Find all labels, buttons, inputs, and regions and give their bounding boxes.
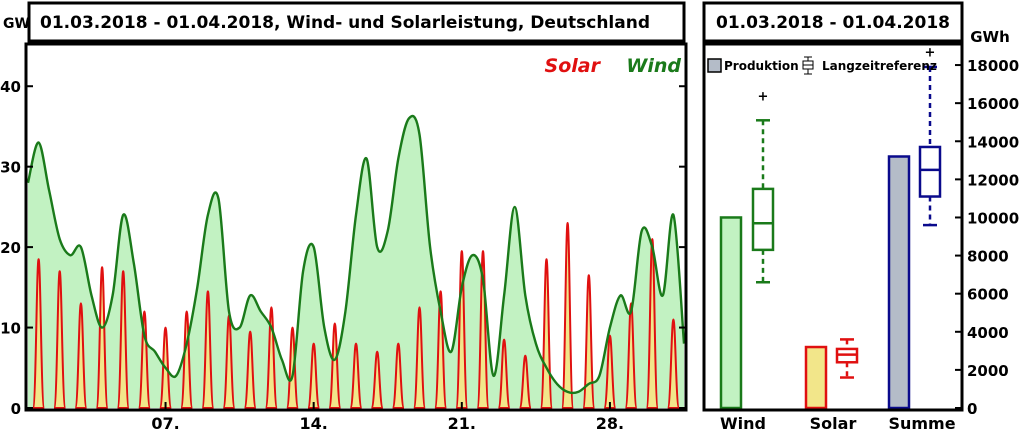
energy-total-title: 01.03.2018 - 01.04.2018 <box>716 13 950 33</box>
production-bar <box>719 216 743 410</box>
x-category-label: Summe <box>888 414 955 433</box>
time-series-unit-label: GW <box>3 16 30 32</box>
time-series-x-axis: 07. 14. 21. 28. <box>151 402 624 433</box>
x-tick-label: 21. <box>448 414 476 433</box>
reference-boxplot: + <box>918 46 942 227</box>
y-tick-label: 10000 <box>967 209 1019 227</box>
y-tick-label: 2000 <box>967 362 1009 380</box>
box <box>918 145 942 198</box>
time-series-frame <box>24 42 688 412</box>
time-series-plot <box>26 114 686 409</box>
x-tick-label: 28. <box>596 414 624 433</box>
time-series-title: 01.03.2018 - 01.04.2018, Wind- und Solar… <box>40 13 650 33</box>
reference-boxplot <box>835 338 859 379</box>
solar-peak <box>624 302 638 409</box>
solar-peak <box>560 221 575 409</box>
solar-peak <box>307 342 321 409</box>
solar-peak <box>180 310 194 409</box>
x-tick-label: 14. <box>300 414 328 433</box>
legend-production-swatch <box>707 58 722 73</box>
solar-peak <box>603 334 617 409</box>
y-tick-label: 6000 <box>967 286 1009 304</box>
y-tick-label: 10 <box>0 320 21 338</box>
solar-peak <box>476 250 490 409</box>
energy-total-title-box <box>702 1 964 43</box>
solar-peak <box>264 306 279 409</box>
y-tick-label: 4000 <box>967 324 1009 342</box>
legend-wind: Wind <box>626 55 681 77</box>
solar-peak <box>433 290 448 409</box>
solar-peak <box>74 302 88 409</box>
solar-series <box>31 221 681 409</box>
solar-peak <box>666 318 681 409</box>
y-tick-label: 18000 <box>967 57 1019 75</box>
solar-peak <box>95 266 109 409</box>
y-tick-label: 0 <box>11 400 21 418</box>
production-bar <box>804 345 828 410</box>
wind-line <box>26 114 686 395</box>
energy-total-legend: Produktion Langzeitreferenz <box>707 56 937 75</box>
y-tick-label: 8000 <box>967 248 1009 266</box>
outlier-marker: + <box>758 90 769 105</box>
solar-peak <box>137 310 152 409</box>
solar-peak <box>243 330 257 409</box>
solar-peak <box>455 250 469 409</box>
y-tick-label: 40 <box>0 78 21 96</box>
y-tick-label: 0 <box>967 400 977 418</box>
legend-reference-swatch <box>802 56 814 75</box>
y-tick-label: 14000 <box>967 133 1019 151</box>
solar-peak <box>31 258 46 409</box>
energy-total-plot-area <box>704 44 962 410</box>
time-series-chart: 01.03.2018 - 01.04.2018, Wind- und Solar… <box>0 1 688 433</box>
y-tick-label: 16000 <box>967 95 1019 113</box>
y-tick-label: 20 <box>0 239 21 257</box>
y-tick-label: 12000 <box>967 171 1019 189</box>
time-series-title-box <box>27 1 686 43</box>
solar-peak <box>391 342 405 409</box>
wind-area <box>28 116 684 409</box>
time-series-y-axis: 0 10 20 30 40 <box>0 78 686 418</box>
energy-total-plot: ++ <box>719 46 942 410</box>
legend-production: Produktion <box>724 59 799 73</box>
solar-peak <box>53 270 67 409</box>
solar-peak <box>370 350 384 409</box>
energy-total-unit-label: GWh <box>970 28 1010 46</box>
solar-peak <box>582 274 596 409</box>
legend-solar: Solar <box>545 55 602 77</box>
solar-peak <box>201 290 215 409</box>
reference-boxplot: + <box>751 90 775 284</box>
energy-total-x-axis: Wind Solar Summe <box>720 414 956 433</box>
x-tick-label: 07. <box>151 414 179 433</box>
solar-peak <box>518 354 532 409</box>
y-tick-label: 30 <box>0 159 21 177</box>
solar-peak <box>645 238 659 409</box>
solar-peak <box>328 322 342 409</box>
legend-reference: Langzeitreferenz <box>822 59 937 73</box>
outlier-marker: + <box>925 46 936 61</box>
energy-total-y-axis: 0 2000 4000 6000 8000 10000 12000 14000 16000 180… <box>955 57 1019 418</box>
production-bar <box>887 155 911 410</box>
x-category-label: Solar <box>810 414 857 433</box>
energy-total-chart: ++ 01.03.2018 - 01.04.2018 GWh Produktio… <box>702 1 1019 433</box>
solar-peak <box>497 338 511 409</box>
box <box>751 187 775 252</box>
energy-total-frame <box>702 42 964 412</box>
solar-peak <box>116 270 130 409</box>
solar-peak <box>285 326 300 409</box>
solar-peak <box>412 306 427 409</box>
solar-peak <box>349 342 363 409</box>
x-category-label: Wind <box>720 414 766 433</box>
